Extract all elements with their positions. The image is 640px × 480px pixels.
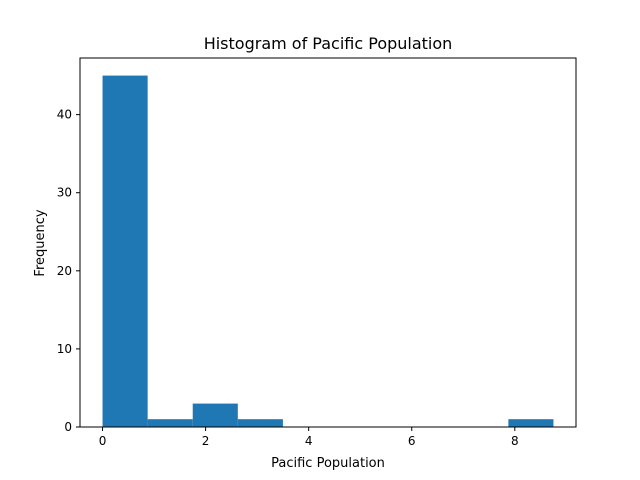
y-tick-label-30: 30 (57, 186, 72, 200)
histogram-bar-9 (508, 419, 554, 427)
y-tick-label-10: 10 (57, 342, 72, 356)
y-tick-label-20: 20 (57, 264, 72, 278)
histogram-bar-2 (192, 403, 238, 427)
y-axis-label: Frequency (33, 209, 48, 276)
bars-layer (102, 75, 554, 428)
x-tick-label-2: 2 (202, 434, 210, 448)
y-tick-label-40: 40 (57, 108, 72, 122)
x-tick-label-8: 8 (511, 434, 519, 448)
histogram-bar-3 (237, 419, 283, 427)
x-tick-label-4: 4 (305, 434, 313, 448)
x-tick-label-0: 0 (99, 434, 107, 448)
chart-title: Histogram of Pacific Population (204, 34, 453, 53)
x-axis-label: Pacific Population (271, 456, 385, 471)
ticks-layer: 0 2 4 6 8 0 10 20 30 40 (57, 108, 519, 448)
y-tick-label-0: 0 (64, 420, 72, 434)
histogram-bar-1 (147, 419, 193, 427)
histogram-bar-0 (102, 75, 148, 428)
x-tick-label-6: 6 (408, 434, 416, 448)
plot-frame (79, 57, 577, 428)
